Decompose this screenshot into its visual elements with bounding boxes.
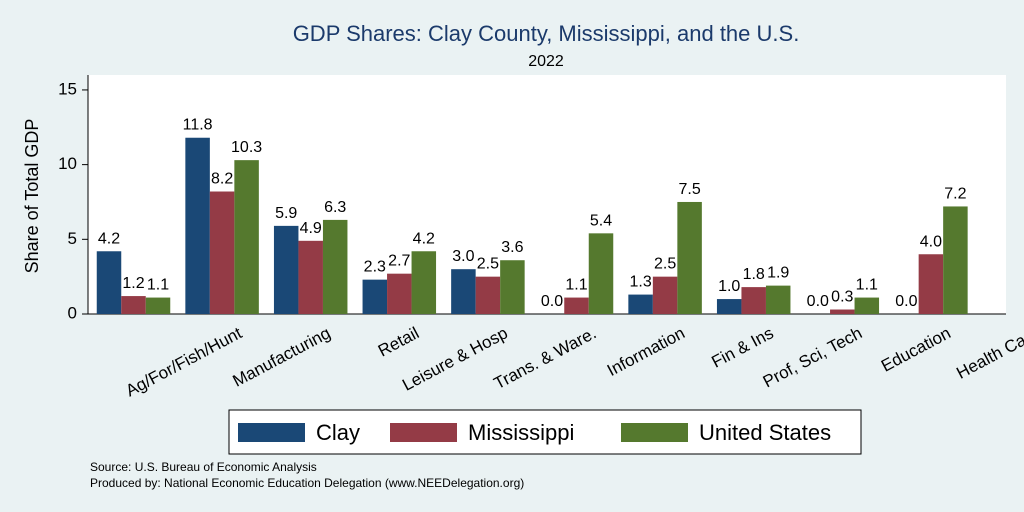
source-note: Source: U.S. Bureau of Economic Analysis [90, 460, 317, 474]
data-label: 1.1 [147, 277, 169, 294]
bar-united-states [500, 260, 525, 314]
x-tick-label: Information [604, 323, 688, 380]
data-label: 6.3 [324, 199, 346, 216]
legend-label: Clay [316, 420, 360, 445]
data-label: 7.5 [678, 181, 700, 198]
y-axis-label: Share of Total GDP [22, 119, 42, 274]
x-tick-label: Fin & Ins [708, 323, 776, 371]
bar-mississippi [387, 273, 412, 314]
data-label: 1.1 [856, 277, 878, 294]
data-label: 2.7 [388, 253, 410, 270]
x-tick-label: Prof, Sci, Tech [760, 323, 865, 391]
data-label: 1.9 [767, 265, 789, 282]
bar-united-states [411, 251, 437, 314]
bar-mississippi [209, 191, 235, 314]
data-label: 4.2 [98, 230, 120, 247]
bar-mississippi [121, 296, 146, 314]
data-label: 4.0 [920, 233, 942, 250]
legend: Clay Mississippi United States [228, 409, 862, 455]
y-tick-label: 0 [68, 303, 77, 322]
chart-subtitle: 2022 [528, 53, 564, 70]
data-label: 3.0 [452, 248, 474, 265]
data-label: 0.0 [807, 293, 829, 310]
data-label: 0.3 [831, 289, 853, 306]
bar-clay [362, 279, 388, 314]
legend-label: United States [699, 420, 831, 445]
y-tick-label: 15 [58, 79, 77, 98]
data-label: 1.1 [565, 277, 587, 294]
bar-united-states [588, 233, 614, 314]
bar-mississippi [741, 287, 766, 314]
x-tick-label: Education [878, 323, 954, 375]
y-tick-label: 5 [68, 229, 77, 248]
bar-united-states [234, 160, 259, 314]
legend-swatch-united-states [621, 423, 688, 442]
legend-swatch-clay [238, 423, 305, 442]
x-tick-label: Manufacturing [230, 323, 334, 390]
data-label: 8.2 [211, 171, 233, 188]
x-tick-label: Ag/For/Fish/Hunt [123, 323, 246, 400]
bar-clay [185, 137, 210, 314]
x-tick-label: Retail [375, 323, 422, 360]
data-label: 2.5 [654, 256, 676, 273]
bars-group [96, 137, 968, 314]
data-label: 5.9 [275, 205, 297, 222]
data-label: 0.0 [541, 293, 563, 310]
data-label: 4.2 [413, 230, 435, 247]
bar-clay [628, 294, 653, 314]
data-label: 0.0 [895, 293, 917, 310]
x-tick-label: Health Care [953, 323, 1024, 382]
data-labels-group: 4.21.2 1.111.88.210.35.94.96.32.3 2.74.23.… [98, 117, 967, 310]
bar-clay [96, 251, 122, 314]
bar-clay [273, 225, 299, 314]
bar-united-states [677, 201, 702, 314]
bar-mississippi [298, 240, 323, 314]
data-label: 10.3 [231, 139, 262, 156]
produced-by-note: Produced by: National Economic Education… [90, 476, 524, 490]
data-label: 3.6 [501, 239, 523, 256]
bar-mississippi [564, 297, 589, 314]
bar-mississippi [475, 276, 501, 314]
bar-united-states [322, 219, 348, 314]
bar-united-states [145, 297, 171, 314]
bar-clay [716, 299, 742, 314]
bar-mississippi [918, 254, 944, 314]
legend-label: Mississippi [468, 420, 574, 445]
data-label: 1.3 [629, 274, 651, 291]
bar-mississippi [830, 309, 855, 314]
data-label: 7.2 [944, 185, 966, 202]
bar-united-states [765, 285, 791, 314]
data-label: 4.9 [300, 220, 322, 237]
data-label: 1.8 [743, 266, 765, 283]
data-label: 1.2 [122, 275, 144, 292]
legend-swatch-mississippi [390, 423, 457, 442]
legend-box [228, 409, 862, 455]
bar-united-states [854, 297, 880, 314]
data-label: 11.8 [183, 117, 213, 134]
bar-united-states [943, 206, 968, 314]
bar-mississippi [652, 276, 678, 314]
data-label: 2.5 [477, 256, 499, 273]
bar-clay [451, 269, 476, 314]
data-label: 2.3 [364, 259, 386, 276]
data-label: 5.4 [590, 212, 612, 229]
y-tick-label: 10 [58, 154, 77, 173]
chart-title: GDP Shares: Clay County, Mississippi, an… [293, 21, 800, 46]
data-label: 1.0 [718, 278, 740, 295]
